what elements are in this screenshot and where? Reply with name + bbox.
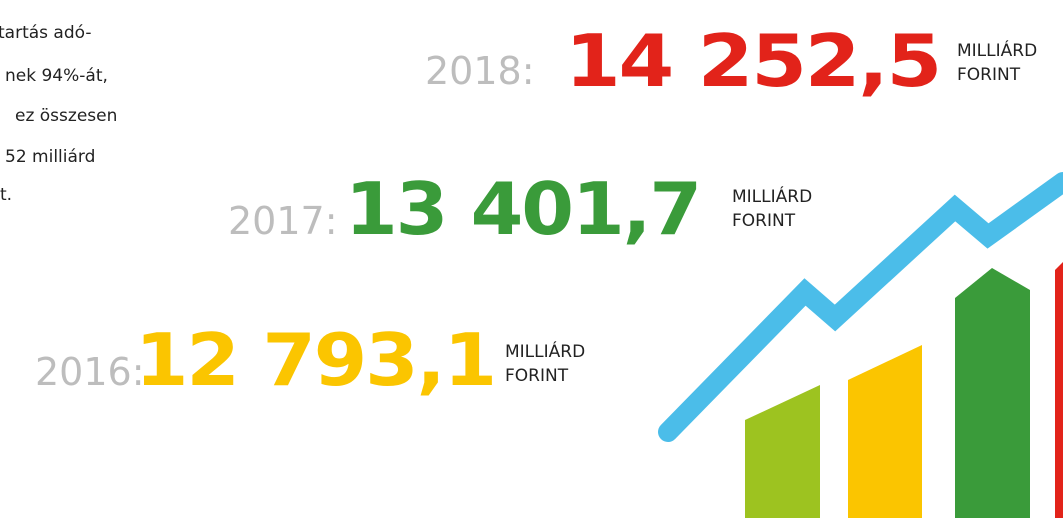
trend-graphic xyxy=(658,172,1063,518)
unit: MILLIÁRD xyxy=(957,39,1037,61)
amount: 13 401,7 xyxy=(345,167,700,251)
unit: FORINT xyxy=(732,211,796,231)
bar-green xyxy=(955,268,1030,518)
unit: MILLIÁRD xyxy=(732,185,812,207)
year-label: 2017: xyxy=(228,199,338,243)
trend-line xyxy=(658,172,1063,442)
bar-red xyxy=(1055,262,1063,518)
bar-yellow xyxy=(848,345,922,518)
amount: 14 252,5 xyxy=(565,19,940,103)
intro-line: ez összesen xyxy=(15,106,117,126)
amount: 12 793,1 xyxy=(135,318,495,402)
intro-line: t. xyxy=(0,185,12,205)
bar-lime xyxy=(745,385,820,518)
intro-line: tartás adó- xyxy=(0,23,91,43)
unit: FORINT xyxy=(957,65,1021,85)
year-label: 2018: xyxy=(425,49,535,93)
intro-line: 52 milliárd xyxy=(5,147,95,167)
unit: FORINT xyxy=(505,366,569,386)
unit: MILLIÁRD xyxy=(505,340,585,362)
intro-line: nek 94%-át, xyxy=(5,66,108,86)
year-label: 2016: xyxy=(35,350,145,394)
